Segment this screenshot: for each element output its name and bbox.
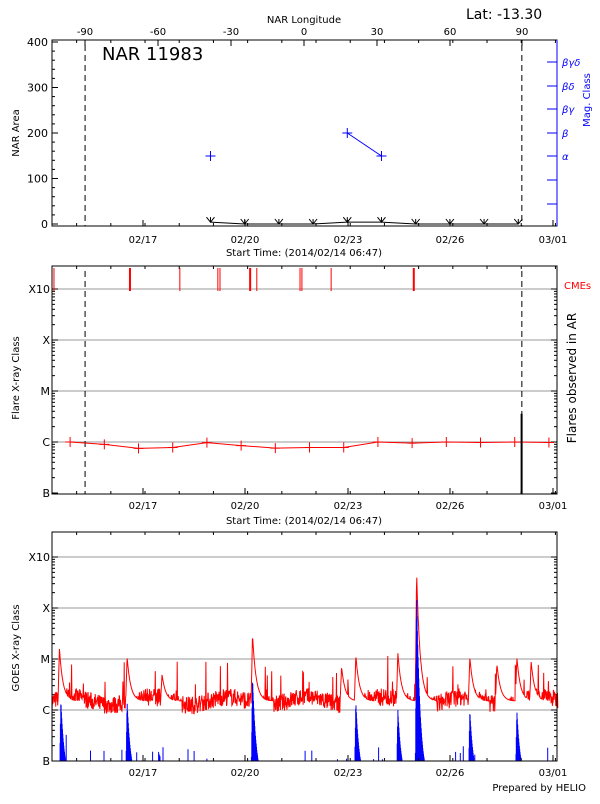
right-y-axis-title: Mag. Class (582, 73, 593, 127)
flare-level-point (509, 437, 520, 447)
flare-level-point (372, 437, 383, 447)
y-tick-label: C (42, 704, 50, 717)
flare-level-point (441, 437, 452, 447)
right-y-tick-label: βγδ (561, 58, 580, 69)
cme-label: CMEs (564, 281, 591, 292)
flare-level-point (475, 437, 486, 448)
area-point (445, 218, 455, 225)
y-tick-label: C (42, 436, 50, 449)
flare-level-point (201, 437, 212, 448)
top-x-tick-label: -60 (150, 27, 166, 38)
area-series-line (210, 221, 519, 225)
x-tick-label: 02/23 (334, 768, 363, 779)
area-point (342, 216, 352, 223)
y-tick-label: M (41, 653, 51, 666)
right-y-tick-label: β (561, 129, 569, 140)
area-point (411, 218, 421, 225)
x-tick-label: 03/01 (539, 501, 568, 512)
y-tick-label: 100 (27, 173, 48, 186)
flare-level-point (236, 440, 247, 451)
flare-level-point (270, 443, 281, 454)
y-tick-label: B (42, 487, 50, 500)
mag-class-point (376, 151, 387, 161)
x-tick-label: 02/20 (231, 235, 260, 246)
area-point (479, 218, 489, 225)
flare-level-point (99, 439, 110, 450)
x-tick-label: 02/26 (436, 235, 465, 246)
y-tick-label: M (41, 385, 51, 398)
panel-goes-xray: GOES X-ray Class Prepared by HELIO B C M X X… (11, 531, 586, 794)
y-tick-label: 300 (27, 82, 48, 95)
flare-level-point (304, 442, 315, 453)
panel-flare-class: Flare X-ray Class Flares observed in AR … (11, 265, 591, 527)
x-tick-label: 03/01 (539, 768, 568, 779)
x-tick-label: 02/17 (129, 768, 158, 779)
y-tick-label: B (42, 755, 50, 768)
x-tick-label: 02/23 (334, 235, 363, 246)
top-x-tick-label: 0 (301, 27, 307, 38)
mag-class-point (205, 151, 216, 161)
area-point (377, 216, 386, 223)
plot-frame (51, 39, 558, 227)
y-tick-label: 400 (27, 36, 48, 49)
x-axis-title: Start Time: (2014/02/14 06:47) (226, 248, 382, 259)
x-tick-label: 03/01 (539, 235, 568, 246)
top-x-tick-label: 30 (371, 27, 384, 38)
flare-level-point (167, 442, 178, 453)
area-point (513, 218, 523, 225)
x-tick-label: 02/26 (436, 501, 465, 512)
right-y-tick-label: βγ (561, 105, 575, 116)
x-tick-label: 02/17 (129, 501, 158, 512)
top-x-tick-label: 90 (516, 27, 529, 38)
mag-class-point (342, 128, 353, 138)
x-tick-label: 02/20 (231, 501, 260, 512)
y-axis-title: NAR Area (11, 109, 22, 156)
x-axis-title: Start Time: (2014/02/14 06:47) (226, 516, 382, 527)
flare-level-point (65, 437, 76, 447)
corner-lat-label: Lat: -13.30 (466, 7, 542, 23)
x-tick-label: 02/20 (231, 768, 260, 779)
y-axis-title: GOES X-ray Class (11, 604, 22, 691)
panel1-title: NAR 11983 (102, 44, 203, 65)
y-tick-label: 0 (41, 218, 48, 231)
flare-level-point (133, 443, 144, 454)
right-y-axis-title: Flares observed in AR (565, 313, 579, 443)
y-tick-label: X (42, 334, 50, 347)
x-tick-label: 02/23 (334, 501, 363, 512)
top-x-tick-label: 60 (444, 27, 457, 38)
goes-long-channel-line (51, 577, 559, 715)
area-point (240, 218, 250, 225)
top-x-tick-label: -90 (77, 27, 93, 38)
y-tick-label: X10 (28, 551, 50, 564)
y-tick-label: X10 (28, 283, 50, 296)
right-y-tick-label: βδ (561, 82, 575, 93)
plot-frame (51, 531, 558, 762)
y-tick-label: 200 (27, 127, 48, 140)
flare-level-point (543, 437, 554, 448)
y-axis-title: Flare X-ray Class (11, 336, 22, 420)
plot-frame (51, 265, 558, 495)
area-point (206, 216, 215, 223)
flare-level-point (407, 438, 418, 449)
footer-credit: Prepared by HELIO (492, 783, 586, 794)
right-y-tick-label: α (562, 152, 569, 163)
flare-level-point (338, 442, 349, 453)
panel-nar-area: Lat: -13.30 NAR Longitude NAR 11983 NAR … (11, 7, 593, 259)
mag-class-line (347, 132, 382, 157)
area-point (308, 218, 318, 225)
area-point (274, 218, 284, 225)
y-tick-label: X (42, 602, 50, 615)
x-tick-label: 02/17 (129, 235, 158, 246)
top-x-tick-label: -30 (223, 27, 239, 38)
x-tick-label: 02/26 (436, 768, 465, 779)
top-x-axis-title: NAR Longitude (267, 15, 341, 26)
